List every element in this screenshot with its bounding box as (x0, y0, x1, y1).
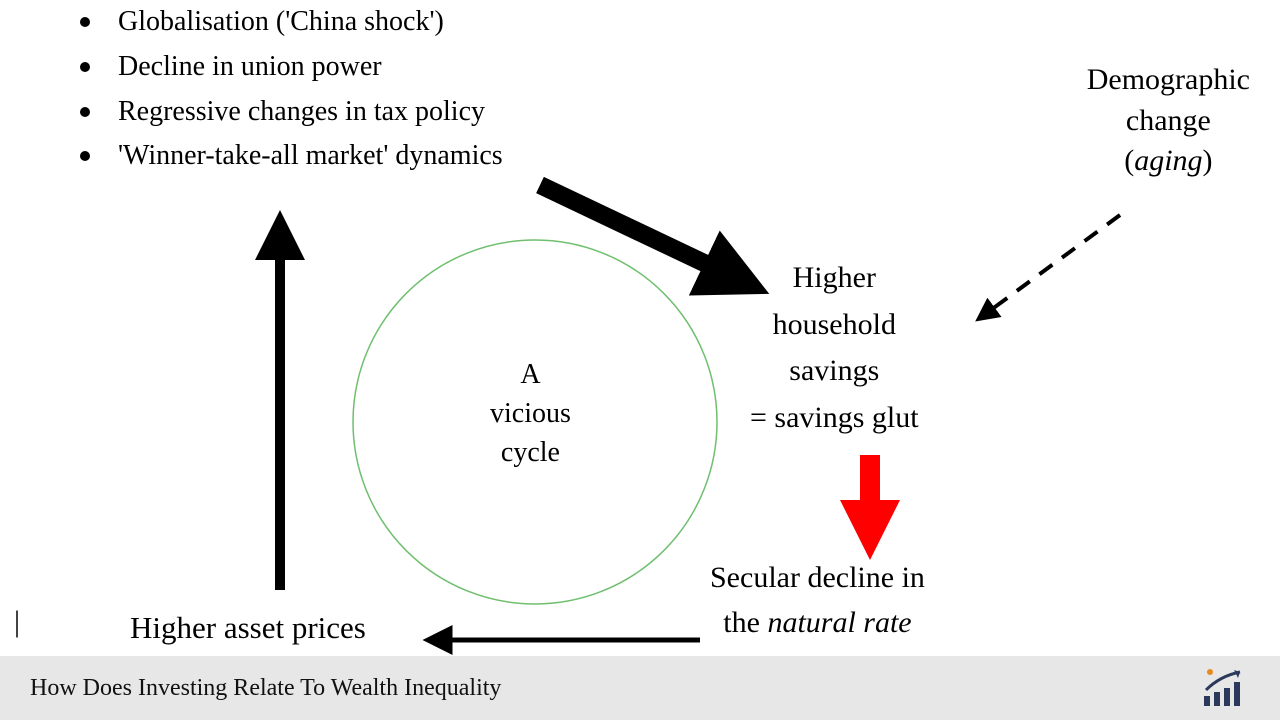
diagram-overlay (0, 0, 1280, 720)
footer-bar: How Does Investing Relate To Wealth Ineq… (0, 656, 1280, 720)
footer-title: How Does Investing Relate To Wealth Ineq… (30, 675, 501, 702)
growth-chart-icon (1200, 666, 1256, 710)
